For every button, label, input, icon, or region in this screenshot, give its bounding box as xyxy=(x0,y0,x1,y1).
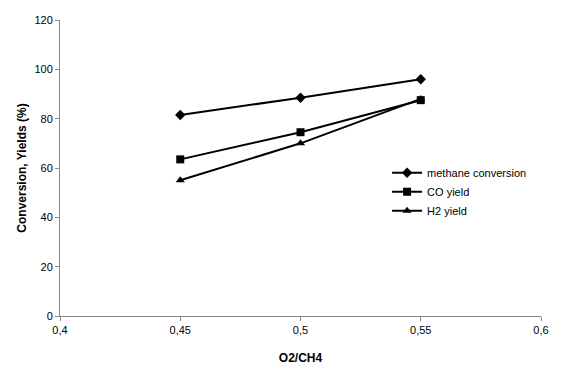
svg-text:0,5: 0,5 xyxy=(293,324,308,336)
svg-text:O2/CH4: O2/CH4 xyxy=(279,351,323,365)
svg-text:H2 yield: H2 yield xyxy=(427,205,467,217)
svg-text:80: 80 xyxy=(41,113,53,125)
svg-text:0,4: 0,4 xyxy=(52,324,67,336)
svg-text:0,6: 0,6 xyxy=(533,324,548,336)
svg-text:CO yield: CO yield xyxy=(427,186,469,198)
svg-text:40: 40 xyxy=(41,211,53,223)
svg-text:20: 20 xyxy=(41,261,53,273)
svg-text:60: 60 xyxy=(41,162,53,174)
svg-text:0,55: 0,55 xyxy=(410,324,431,336)
svg-text:0: 0 xyxy=(47,310,53,322)
svg-text:methane conversion: methane conversion xyxy=(427,167,526,179)
svg-text:0,45: 0,45 xyxy=(170,324,191,336)
svg-text:Conversion, Yields (%): Conversion, Yields (%) xyxy=(15,103,29,232)
svg-text:120: 120 xyxy=(34,14,52,26)
svg-text:100: 100 xyxy=(34,63,52,75)
